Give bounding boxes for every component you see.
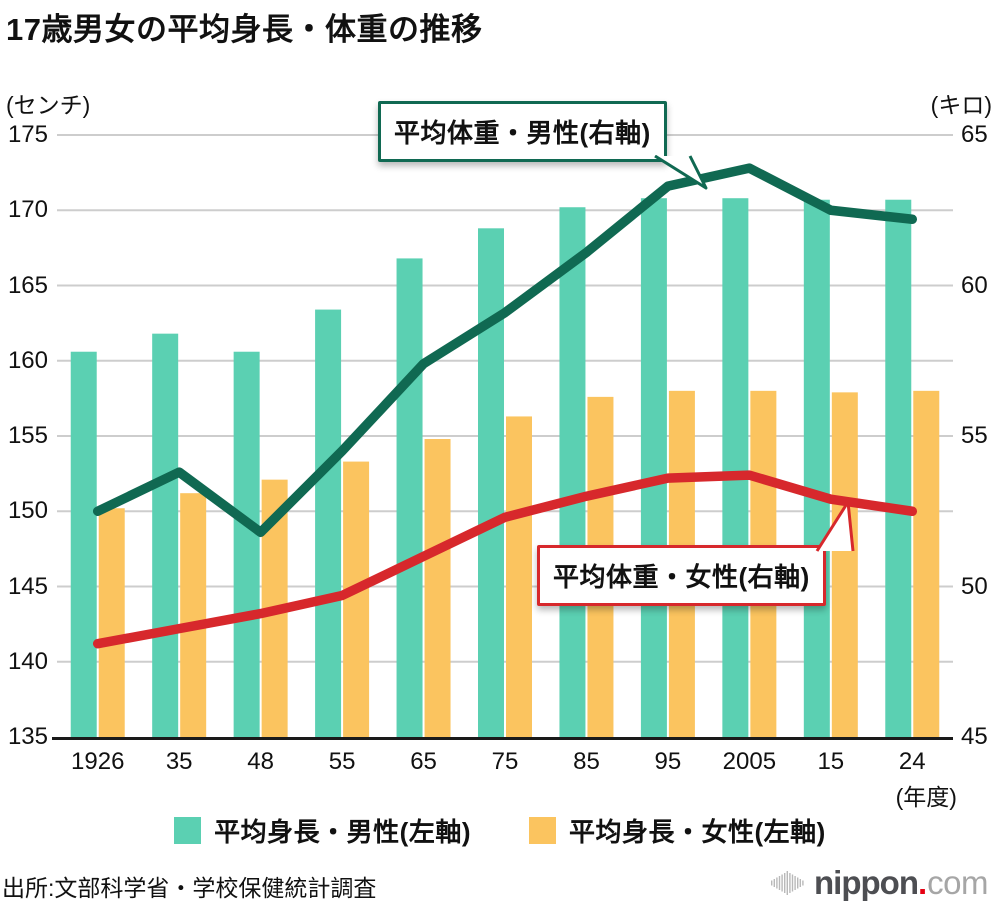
x-label-48: 48 <box>247 748 274 775</box>
bar-male-height-75 <box>478 228 504 738</box>
bar-female-height-1926 <box>98 508 125 738</box>
bar-male-height-1926 <box>70 351 97 738</box>
soundwave-bar <box>786 871 789 895</box>
x-label-15: 15 <box>817 748 845 775</box>
x-label-1926: 1926 <box>71 748 125 775</box>
right-tick-65: 65 <box>961 121 988 148</box>
left-tick-165: 165 <box>7 271 48 299</box>
soundwave-bar <box>771 880 773 886</box>
soundwave-bar <box>791 874 794 892</box>
legend-swatch-female-height-icon <box>529 817 556 844</box>
bar-male-height-95 <box>640 198 667 738</box>
soundwave-bar <box>776 877 778 889</box>
left-tick-175: 175 <box>7 121 48 148</box>
nippon-logo: nippon. com <box>769 864 988 902</box>
soundwave-bar <box>794 876 796 890</box>
x-label-75: 75 <box>491 748 519 775</box>
bar-female-height-55 <box>343 461 370 738</box>
bar-female-height-75 <box>506 416 532 738</box>
legend-item-female-height: 平均身長・女性(左軸) <box>529 812 826 849</box>
legend: 平均身長・男性(左軸) 平均身長・女性(左軸) <box>0 812 1000 849</box>
soundwave-icon <box>771 871 804 895</box>
legend-swatch-male-height-icon <box>174 817 202 844</box>
left-axis-unit: (センチ) <box>6 92 91 118</box>
bar-male-height-24 <box>885 199 912 739</box>
legend-label-male-height: 平均身長・男性(左軸) <box>214 817 471 847</box>
annotation-female-tail <box>815 500 855 552</box>
page-title: 17歳男女の平均身長・体重の推移 <box>6 12 483 47</box>
x-label-65: 65 <box>410 748 437 775</box>
left-tick-145: 145 <box>7 572 48 600</box>
legend-label-female-height: 平均身長・女性(左軸) <box>569 817 826 847</box>
annotation-female-weight: 平均体重・女性(右軸) <box>537 545 826 606</box>
soundwave-bar <box>773 879 776 887</box>
line-female-weight <box>92 470 918 649</box>
left-tick-155: 155 <box>7 422 48 449</box>
right-tick-50: 50 <box>961 572 988 600</box>
soundwave-bar <box>784 873 786 893</box>
right-tick-45: 45 <box>961 723 988 750</box>
left-tick-150: 150 <box>7 497 48 525</box>
x-axis-suffix: (年度) <box>895 784 957 810</box>
bar-female-height-35 <box>180 493 207 738</box>
bar-female-height-65 <box>424 439 451 738</box>
left-tick-160: 160 <box>7 346 48 374</box>
bar-male-height-65 <box>396 258 423 738</box>
bar-female-height-15 <box>831 392 858 738</box>
bar-male-height-35 <box>152 333 179 738</box>
soundwave-bar <box>781 874 783 892</box>
bar-male-height-15 <box>803 199 830 739</box>
soundwave-bar <box>797 877 799 889</box>
soundwave-bar <box>778 876 781 890</box>
bar-male-height-48 <box>233 351 260 738</box>
annotation-male-weight: 平均体重・男性(右軸) <box>378 101 667 162</box>
bar-male-height-85 <box>559 207 586 739</box>
x-label-55: 55 <box>328 748 356 775</box>
soundwave-bar <box>802 880 804 886</box>
logo-dot: . <box>917 864 928 901</box>
source-note: 出所:文部科学省・学校保健統計調査 <box>2 875 377 901</box>
left-tick-135: 135 <box>7 723 48 750</box>
logo-text-com: com <box>927 864 988 901</box>
right-tick-60: 60 <box>961 271 988 299</box>
bar-male-height-55 <box>315 309 342 738</box>
right-tick-55: 55 <box>961 422 988 449</box>
bar-female-height-24 <box>913 390 940 738</box>
x-label-24: 24 <box>898 748 926 775</box>
left-tick-140: 140 <box>7 647 48 675</box>
right-axis-unit: (キロ) <box>930 92 992 118</box>
legend-item-male-height: 平均身長・男性(左軸) <box>174 812 471 849</box>
soundwave-bar <box>789 873 791 893</box>
logo-text-nippon: nippon <box>814 864 919 901</box>
x-label-85: 85 <box>573 748 600 775</box>
annotation-male-tail <box>654 155 708 190</box>
line-male-weight <box>92 163 918 538</box>
bar-male-height-2005 <box>722 198 749 738</box>
soundwave-bar <box>799 879 802 887</box>
x-label-2005: 2005 <box>722 748 777 775</box>
left-tick-170: 170 <box>7 196 48 224</box>
x-label-95: 95 <box>654 748 682 775</box>
x-label-35: 35 <box>165 748 193 775</box>
